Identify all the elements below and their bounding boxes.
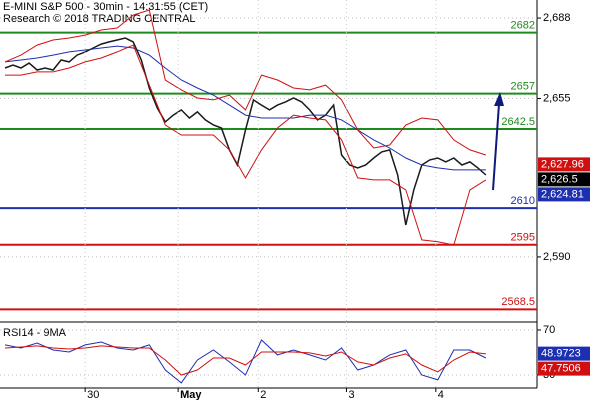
x-tick-label: May (180, 389, 202, 400)
y-tick-label: 2,590 (543, 251, 571, 263)
chart-subtitle: Research © 2018 TRADING CENTRAL (3, 13, 196, 25)
level-label: 2657 (511, 81, 535, 93)
price-tag-label: 2,627.96 (541, 158, 584, 170)
x-tick-label: 3 (348, 389, 354, 400)
series-line (4, 37, 487, 226)
price-tag (538, 361, 590, 376)
level-label: 2568.5 (501, 296, 535, 308)
price-tag (538, 157, 590, 172)
series-line (4, 9, 487, 156)
chart-title: E-MINI S&P 500 - 30min - 14:31:55 (CET) (3, 1, 208, 13)
price-tag-label: 47.7506 (541, 363, 581, 375)
rsi-title: RSI14 - 9MA (3, 327, 67, 339)
level-label: 2595 (511, 232, 535, 244)
y-tick-label: 70 (543, 324, 555, 336)
level-label: 2610 (511, 195, 535, 207)
level-label: 2682 (511, 20, 535, 32)
price-tag-label: 48.9723 (541, 348, 581, 360)
series-line (4, 345, 486, 376)
series-line (4, 339, 487, 384)
x-tick-label: 2 (260, 389, 266, 400)
level-label: 2642.5 (501, 116, 535, 128)
price-tag (538, 346, 590, 361)
price-tag-label: 2,626.5 (541, 173, 578, 185)
y-tick-label: 2,655 (543, 92, 571, 104)
series-line (5, 44, 487, 246)
forecast-arrow (492, 92, 504, 191)
price-tag (538, 172, 590, 187)
series-line (4, 45, 486, 171)
y-tick-label: 2,688 (543, 12, 571, 24)
x-tick-label: 4 (438, 389, 444, 400)
price-tag-label: 2,624.81 (541, 188, 584, 200)
price-tag (538, 187, 590, 202)
x-tick-label: 30 (87, 389, 99, 400)
